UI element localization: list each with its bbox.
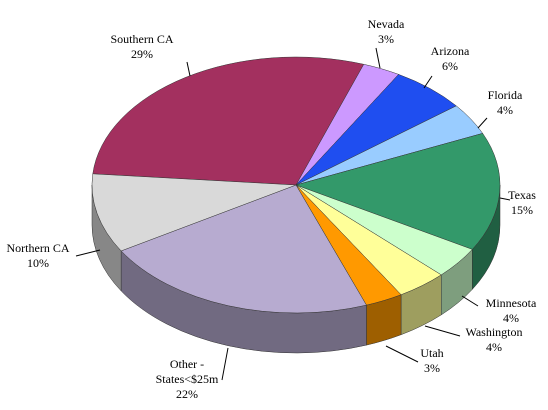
slice-label: Washington 4% (454, 325, 534, 355)
slice (120, 184, 367, 314)
slice (91, 173, 297, 252)
category-label: Utah (420, 346, 444, 360)
leader-line (221, 347, 229, 381)
category-label: Nevada (367, 17, 405, 31)
value-label: 4% (497, 103, 513, 117)
slice-label: Florida 4% (475, 88, 535, 118)
category-label: Northern CA (6, 241, 70, 255)
category-label: Southern CA (110, 32, 174, 46)
value-label: 15% (511, 203, 533, 217)
slice-label: Northern CA 10% (0, 241, 76, 271)
slice-label: Utah 3% (407, 346, 457, 376)
value-label: 4% (486, 340, 502, 354)
category-label: Arizona (430, 44, 470, 58)
slice-label: Minnesota 4% (476, 296, 546, 326)
slice-label: Texas 15% (497, 188, 547, 218)
leader-line (186, 61, 191, 77)
category-label: Minnesota (485, 296, 537, 310)
leader-line (424, 325, 461, 337)
leader-line (385, 345, 419, 363)
slice (295, 133, 501, 250)
slice (92, 56, 365, 186)
category-label: Florida (487, 88, 523, 102)
category-label: Texas (508, 188, 536, 202)
category-label: Washington (465, 325, 523, 339)
value-label: 22% (176, 387, 198, 401)
leader-line (75, 249, 101, 257)
leader-line (423, 75, 433, 89)
pie-tops (91, 56, 501, 314)
leader-line (461, 295, 479, 307)
value-label: 3% (424, 361, 440, 375)
slice-label: Nevada 3% (356, 17, 416, 47)
leader-lines (75, 47, 511, 381)
leader-line (375, 47, 381, 69)
value-label: 6% (442, 59, 458, 73)
value-label: 29% (131, 47, 153, 61)
value-label: 3% (378, 32, 394, 46)
slice-label: Other - States<$25m 22% (150, 357, 225, 402)
slice-label: Arizona 6% (420, 44, 480, 74)
leader-line (499, 197, 511, 201)
value-label: 4% (503, 311, 519, 325)
value-label: 10% (27, 256, 49, 270)
category-label: Other - States<$25m (155, 357, 219, 386)
slice-label: Southern CA 29% (97, 32, 187, 62)
leader-line (477, 117, 488, 129)
